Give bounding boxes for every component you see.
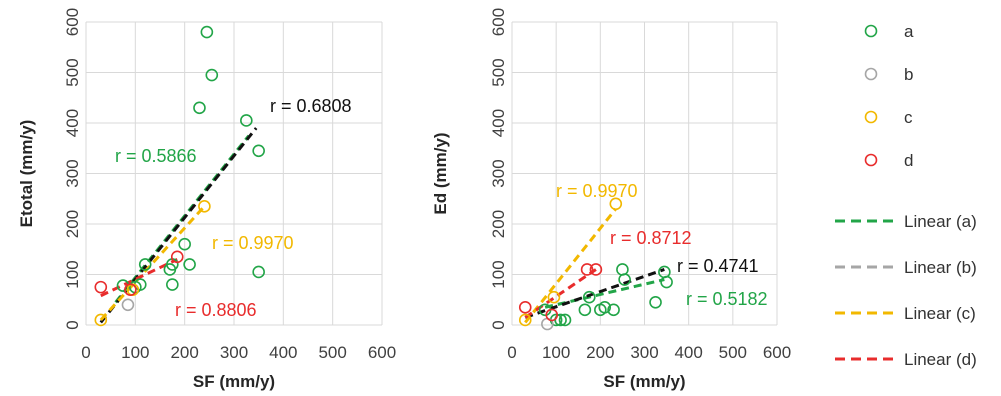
data-point-c [609,197,623,211]
data-point-a [252,265,265,279]
data-point-a [138,258,152,271]
y-tick-label: 200 [489,210,508,238]
legend-marker-d [864,153,878,167]
data-point-d [518,301,532,314]
legend-label: Linear (b) [904,258,977,277]
x-tick-label: 100 [121,343,149,362]
data-point-a [618,273,631,286]
y-axis-title: Ed (mm/y) [431,132,450,214]
data-point-c [94,313,108,327]
x-tick-label: 300 [220,343,248,362]
x-axis-title: SF (mm/y) [603,372,685,391]
legend-label: Linear (d) [904,350,977,369]
x-tick-label: 300 [630,343,658,362]
legend: a b c d Linear (a) Linear (b) Linear (c) Linear… [835,22,977,369]
y-tick-label: 0 [489,320,508,329]
legend-label: d [904,151,913,170]
trendline [524,207,617,324]
y-tick-label: 600 [63,8,82,36]
legend-label: Linear (a) [904,212,977,231]
data-point-d [170,250,184,264]
data-point-c [547,290,561,304]
chart-etotal: 0 100 200 300 400 500 600 0 100 200 300 400 500 600 SF… [17,8,396,391]
data-point-a [252,144,265,158]
data-point-a [240,114,253,127]
data-point-a [183,258,196,271]
data-point-a [166,278,179,291]
x-tick-label: 600 [763,343,791,362]
data-point-a [649,295,662,309]
y-axis-title: Etotal (mm/y) [17,120,36,228]
y-tick-label: 300 [489,159,508,187]
correlation-label: r = 0.5182 [686,289,768,309]
correlation-label: r = 0.9970 [556,181,638,201]
x-tick-label: 500 [719,343,747,362]
data-point-a [616,263,629,276]
legend-label: a [904,22,914,41]
data-point-a [660,275,673,289]
x-tick-label: 100 [542,343,570,362]
legend-marker-b [864,67,878,81]
legend-label: b [904,65,913,84]
x-tick-label: 0 [507,343,516,362]
x-tick-label: 200 [170,343,198,362]
data-point-a [598,301,612,314]
x-tick-label: 500 [318,343,346,362]
data-point-c [518,313,532,327]
data-point-a [658,265,671,279]
data-point-d [94,280,108,294]
correlation-label: r = 0.8712 [610,228,692,248]
y-tick-label: 500 [489,58,508,86]
x-tick-label: 400 [269,343,297,362]
x-tick-label: 600 [368,343,396,362]
y-tick-label: 100 [63,260,82,288]
trendline [524,268,597,319]
legend-label: Linear (c) [904,304,976,323]
correlation-label: r = 0.5866 [115,146,197,166]
x-tick-label: 400 [674,343,702,362]
data-point-a [558,313,572,327]
y-tick-label: 200 [63,210,82,238]
trendline [100,257,178,298]
legend-marker-c [864,110,878,124]
correlation-label: r = 0.6808 [270,96,352,116]
data-point-a [193,101,206,115]
correlation-label: r = 0.8806 [175,300,257,320]
data-point-d [545,308,559,322]
x-axis-title: SF (mm/y) [193,372,275,391]
y-tick-label: 600 [489,8,508,36]
chart-ed: 0 100 200 300 400 500 600 0 100 200 300 400 500 600 SF… [431,8,791,391]
data-point-b [121,298,135,312]
data-point-d [124,283,137,296]
legend-label: c [904,108,913,127]
x-tick-label: 0 [81,343,90,362]
y-tick-label: 400 [489,109,508,137]
data-point-a [200,25,214,39]
data-point-a [582,290,596,304]
data-point-a [205,68,219,82]
correlation-label: r = 0.4741 [677,256,759,276]
data-point-a [578,303,592,317]
data-point-a [178,237,191,251]
y-tick-label: 300 [63,159,82,187]
data-point-c [198,200,211,213]
data-point-d [580,263,594,276]
data-point-d [589,263,603,276]
legend-marker-a [864,24,878,38]
y-tick-label: 400 [63,109,82,137]
data-point-a [607,303,620,317]
y-tick-label: 500 [63,58,82,86]
x-tick-label: 200 [586,343,614,362]
correlation-label: r = 0.9970 [212,233,294,253]
trendline [524,268,665,319]
y-tick-label: 0 [63,320,82,329]
y-tick-label: 100 [489,260,508,288]
